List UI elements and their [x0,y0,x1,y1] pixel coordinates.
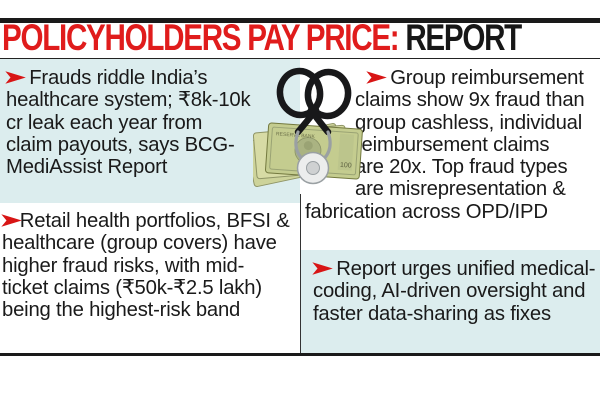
svg-text:100: 100 [340,162,352,170]
